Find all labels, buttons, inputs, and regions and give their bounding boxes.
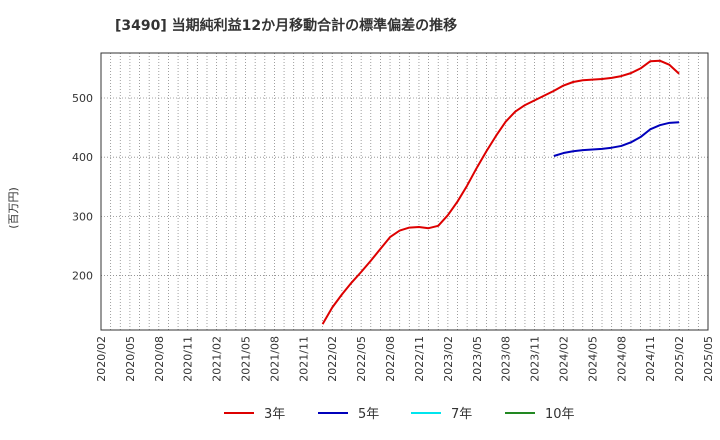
grid-layer <box>101 53 708 330</box>
x-tick-label: 2021/02 <box>211 336 224 382</box>
legend-label-4: 10年 <box>545 407 575 422</box>
x-tick-label: 2025/02 <box>673 336 686 382</box>
x-tick-label: 2024/02 <box>557 336 570 382</box>
plot-frame <box>100 52 709 331</box>
x-tick-label: 2021/11 <box>297 336 310 382</box>
legend-label-1: 3年 <box>264 407 285 422</box>
x-tick-label: 2024/05 <box>586 336 599 382</box>
x-tick-label: 2022/05 <box>355 336 368 382</box>
x-tick-label: 2022/08 <box>384 336 397 382</box>
x-tick-label: 2024/08 <box>615 336 628 382</box>
x-tick-label: 2020/02 <box>95 336 108 382</box>
x-tick-label: 2023/02 <box>442 336 455 382</box>
y-tick-label: 300 <box>72 210 93 223</box>
x-tick-label: 2020/05 <box>124 336 137 382</box>
x-tick-label: 2023/05 <box>471 336 484 382</box>
x-tick-label: 2022/02 <box>326 336 339 382</box>
series-line-1 <box>321 59 680 325</box>
y-tick-label: 500 <box>72 92 93 105</box>
x-tick-label: 2024/11 <box>644 336 657 382</box>
y-tick-labels: 200 300 400 500 <box>72 92 93 283</box>
x-tick-labels: 2020/02 2020/05 2020/08 2020/11 2021/02 2021/… <box>95 336 715 382</box>
series-line-2 <box>553 121 680 157</box>
x-tick-label: 2023/08 <box>500 336 513 382</box>
legend-label-2: 5年 <box>358 407 379 422</box>
series-layer <box>321 59 680 325</box>
chart-title: [3490] 当期純利益12か月移動合計の標準偏差の推移 <box>115 17 457 34</box>
x-tick-label: 2021/05 <box>240 336 253 382</box>
y-tick-label: 200 <box>72 270 93 283</box>
x-tick-label: 2021/08 <box>268 336 281 382</box>
x-tick-label: 2025/05 <box>702 336 715 382</box>
legend: 3年 5年 7年 10年 <box>224 407 575 422</box>
legend-label-3: 7年 <box>451 407 472 422</box>
x-tick-label: 2022/11 <box>413 336 426 382</box>
x-tick-label: 2023/11 <box>529 336 542 382</box>
x-tick-label: 2020/08 <box>153 336 166 382</box>
y-axis-label: (百万円) <box>7 187 20 229</box>
y-tick-label: 400 <box>72 151 93 164</box>
x-tick-label: 2020/11 <box>182 336 195 382</box>
